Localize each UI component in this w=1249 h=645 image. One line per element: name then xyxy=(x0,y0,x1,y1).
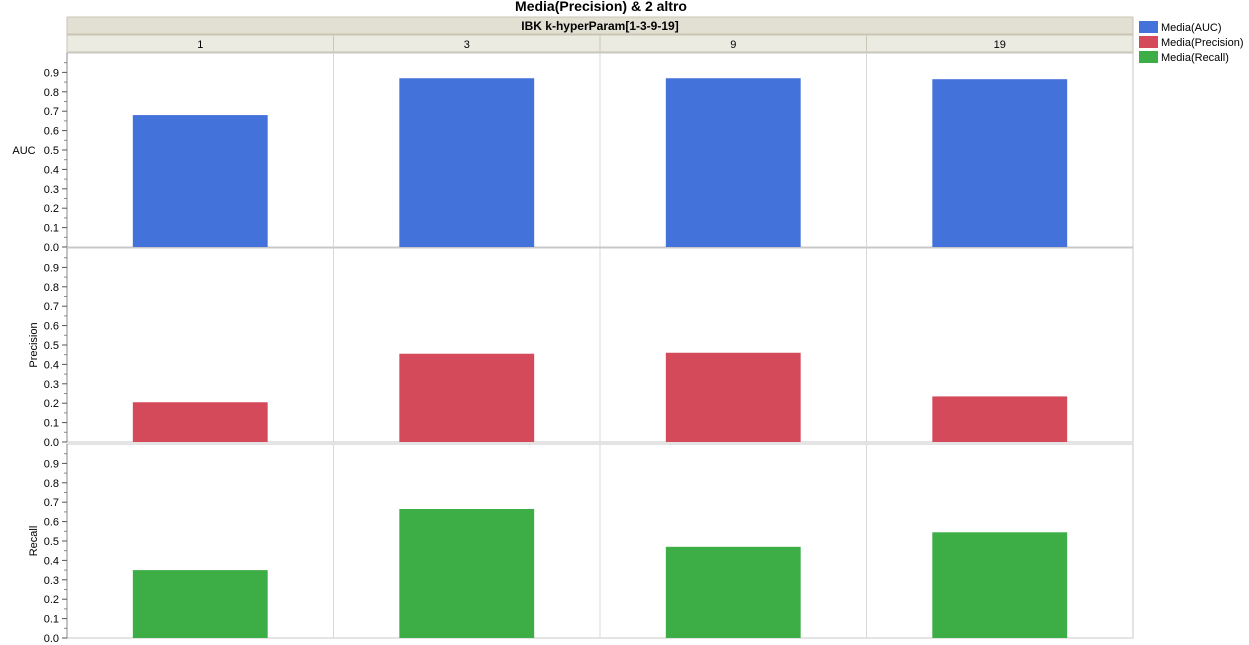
legend-label-recall[interactable]: Media(Recall) xyxy=(1161,52,1229,64)
column-label-9: 9 xyxy=(730,39,736,51)
chart-panels: 0.00.10.20.30.40.50.60.70.80.9AUC0.00.10… xyxy=(12,52,1134,645)
y-tick-label: 0.5 xyxy=(44,536,59,548)
y-tick-label: 0.4 xyxy=(44,164,59,176)
bar-precision-19[interactable] xyxy=(932,396,1068,442)
bar-precision-3[interactable] xyxy=(399,353,535,442)
y-tick-label: 0.0 xyxy=(44,437,59,449)
bar-auc-3[interactable] xyxy=(399,78,535,247)
y-tick-label: 0.7 xyxy=(44,106,59,118)
legend-swatch-recall xyxy=(1139,51,1158,63)
legend-swatch-auc xyxy=(1139,21,1158,33)
bar-recall-9[interactable] xyxy=(665,546,801,638)
column-label-3: 3 xyxy=(464,39,470,51)
y-tick-label: 0.7 xyxy=(44,301,59,313)
legend-label-auc[interactable]: Media(AUC) xyxy=(1161,22,1222,34)
y-tick-label: 0.9 xyxy=(44,67,59,79)
bar-auc-9[interactable] xyxy=(665,78,801,247)
bar-auc-1[interactable] xyxy=(132,115,268,247)
y-axis-label-precision: Precision xyxy=(28,322,40,367)
panel-auc: 0.0 0.1 0.2 0.3 0.4 0.5 0.6 0.7 0.8 0.9 AUC xyxy=(12,52,1134,254)
bar-recall-19[interactable] xyxy=(932,532,1068,638)
column-headers: 1 3 9 19 xyxy=(66,34,1134,53)
bar-precision-9[interactable] xyxy=(665,352,801,442)
y-tick-label: 0.9 xyxy=(44,458,59,470)
group-title: IBK k-hyperParam[1-3-9-19] xyxy=(521,19,678,33)
y-tick-label: 0.1 xyxy=(44,418,59,430)
bar-auc-19[interactable] xyxy=(932,79,1068,247)
y-tick-label: 0.3 xyxy=(44,379,59,391)
y-tick-label: 0.1 xyxy=(44,223,59,235)
y-tick-label: 0.9 xyxy=(44,262,59,274)
y-tick-label: 0.2 xyxy=(44,203,59,215)
y-tick-label: 0.6 xyxy=(44,126,59,138)
y-tick-label: 0.6 xyxy=(44,517,59,529)
y-axis-label-recall: Recall xyxy=(28,526,40,557)
y-tick-label: 0.0 xyxy=(44,242,59,254)
y-tick-label: 0.0 xyxy=(44,633,59,645)
panel-recall: 0.0 0.1 0.2 0.3 0.4 0.5 0.6 0.7 0.8 0.9 Recall xyxy=(28,443,1134,645)
column-label-1: 1 xyxy=(197,39,203,51)
y-tick-label: 0.2 xyxy=(44,594,59,606)
y-tick-label: 0.5 xyxy=(44,145,59,157)
column-header-19 xyxy=(866,34,1134,53)
chart-title: Media(Precision) & 2 altro xyxy=(515,0,687,14)
y-tick-label: 0.4 xyxy=(44,359,59,371)
y-tick-label: 0.3 xyxy=(44,575,59,587)
y-tick-label: 0.7 xyxy=(44,497,59,509)
y-tick-label: 0.8 xyxy=(44,282,59,294)
y-tick-label: 0.3 xyxy=(44,184,59,196)
bar-recall-3[interactable] xyxy=(399,508,535,638)
y-tick-label: 0.8 xyxy=(44,87,59,99)
y-tick-label: 0.8 xyxy=(44,478,59,490)
legend-swatch-precision xyxy=(1139,36,1158,48)
bar-recall-1[interactable] xyxy=(132,570,268,638)
y-tick-label: 0.2 xyxy=(44,398,59,410)
legend-label-precision[interactable]: Media(Precision) xyxy=(1161,37,1244,49)
column-label-19: 19 xyxy=(994,39,1006,51)
y-tick-label: 0.5 xyxy=(44,340,59,352)
panel-precision: 0.0 0.1 0.2 0.3 0.4 0.5 0.6 0.7 0.8 0.9 Precision xyxy=(28,247,1134,449)
y-tick-label: 0.1 xyxy=(44,614,59,626)
legend[interactable]: Media(AUC) Media(Precision) Media(Recall) xyxy=(1139,21,1244,64)
group-header xyxy=(66,16,1134,35)
bar-precision-1[interactable] xyxy=(132,402,268,442)
y-tick-label: 0.6 xyxy=(44,321,59,333)
y-axis-label-auc: AUC xyxy=(12,145,35,157)
y-tick-label: 0.4 xyxy=(44,555,59,567)
